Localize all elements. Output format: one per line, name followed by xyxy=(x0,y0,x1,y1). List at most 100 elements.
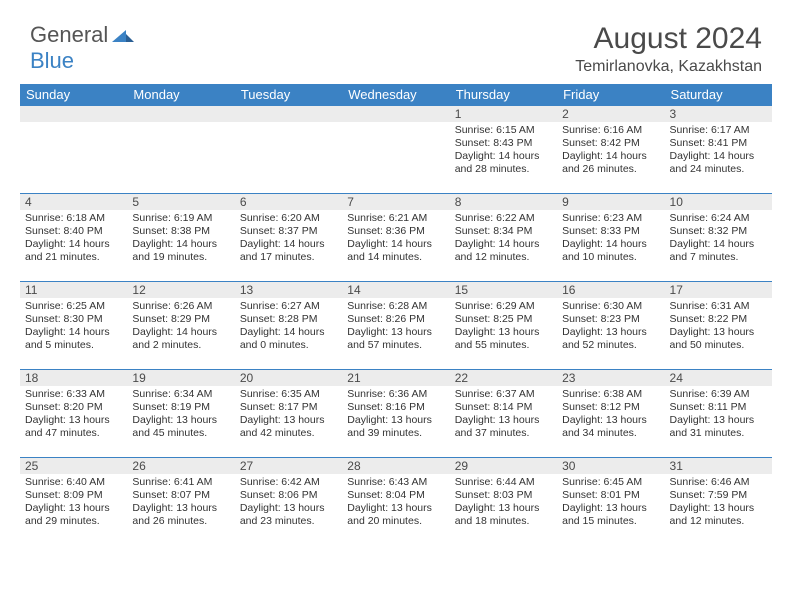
calendar-cell xyxy=(20,105,127,193)
day-body: Sunrise: 6:45 AMSunset: 8:01 PMDaylight:… xyxy=(557,474,664,533)
sunrise-text: Sunrise: 6:21 AM xyxy=(347,212,444,225)
daylight-text: Daylight: 14 hours and 17 minutes. xyxy=(240,238,337,264)
day-number-bar: 10 xyxy=(665,193,772,210)
daylight-text: Daylight: 14 hours and 26 minutes. xyxy=(562,150,659,176)
day-body: Sunrise: 6:39 AMSunset: 8:11 PMDaylight:… xyxy=(665,386,772,445)
daylight-text: Daylight: 13 hours and 29 minutes. xyxy=(25,502,122,528)
day-number-bar: 11 xyxy=(20,281,127,298)
calendar-cell: 3Sunrise: 6:17 AMSunset: 8:41 PMDaylight… xyxy=(665,105,772,193)
sunset-text: Sunset: 8:11 PM xyxy=(670,401,767,414)
day-body: Sunrise: 6:18 AMSunset: 8:40 PMDaylight:… xyxy=(20,210,127,269)
sunrise-text: Sunrise: 6:33 AM xyxy=(25,388,122,401)
sunrise-text: Sunrise: 6:23 AM xyxy=(562,212,659,225)
calendar-cell: 4Sunrise: 6:18 AMSunset: 8:40 PMDaylight… xyxy=(20,193,127,281)
daylight-text: Daylight: 13 hours and 42 minutes. xyxy=(240,414,337,440)
calendar-cell: 5Sunrise: 6:19 AMSunset: 8:38 PMDaylight… xyxy=(127,193,234,281)
day-number-bar: 15 xyxy=(450,281,557,298)
day-body: Sunrise: 6:43 AMSunset: 8:04 PMDaylight:… xyxy=(342,474,449,533)
day-body: Sunrise: 6:22 AMSunset: 8:34 PMDaylight:… xyxy=(450,210,557,269)
weekday-header: Wednesday xyxy=(342,84,449,105)
calendar-cell: 29Sunrise: 6:44 AMSunset: 8:03 PMDayligh… xyxy=(450,457,557,545)
sunset-text: Sunset: 8:01 PM xyxy=(562,489,659,502)
sunrise-text: Sunrise: 6:19 AM xyxy=(132,212,229,225)
daylight-text: Daylight: 14 hours and 21 minutes. xyxy=(25,238,122,264)
day-number-bar: 16 xyxy=(557,281,664,298)
calendar-body: 1Sunrise: 6:15 AMSunset: 8:43 PMDaylight… xyxy=(20,105,772,545)
sunset-text: Sunset: 8:32 PM xyxy=(670,225,767,238)
daylight-text: Daylight: 14 hours and 14 minutes. xyxy=(347,238,444,264)
sunset-text: Sunset: 8:40 PM xyxy=(25,225,122,238)
sunset-text: Sunset: 8:16 PM xyxy=(347,401,444,414)
daylight-text: Daylight: 13 hours and 55 minutes. xyxy=(455,326,552,352)
sunset-text: Sunset: 8:12 PM xyxy=(562,401,659,414)
daylight-text: Daylight: 14 hours and 5 minutes. xyxy=(25,326,122,352)
day-body: Sunrise: 6:25 AMSunset: 8:30 PMDaylight:… xyxy=(20,298,127,357)
day-number-bar xyxy=(342,105,449,122)
daylight-text: Daylight: 14 hours and 7 minutes. xyxy=(670,238,767,264)
day-body: Sunrise: 6:17 AMSunset: 8:41 PMDaylight:… xyxy=(665,122,772,181)
brand-logo: General xyxy=(30,22,136,48)
calendar-cell: 19Sunrise: 6:34 AMSunset: 8:19 PMDayligh… xyxy=(127,369,234,457)
weekday-header: Monday xyxy=(127,84,234,105)
sunrise-text: Sunrise: 6:31 AM xyxy=(670,300,767,313)
sunset-text: Sunset: 8:07 PM xyxy=(132,489,229,502)
day-number-bar: 6 xyxy=(235,193,342,210)
day-number-bar: 24 xyxy=(665,369,772,386)
day-number-bar: 8 xyxy=(450,193,557,210)
daylight-text: Daylight: 13 hours and 47 minutes. xyxy=(25,414,122,440)
sunrise-text: Sunrise: 6:20 AM xyxy=(240,212,337,225)
sunrise-text: Sunrise: 6:44 AM xyxy=(455,476,552,489)
sunrise-text: Sunrise: 6:24 AM xyxy=(670,212,767,225)
brand-part2-wrap: Blue xyxy=(30,48,74,74)
daylight-text: Daylight: 13 hours and 39 minutes. xyxy=(347,414,444,440)
calendar-cell: 18Sunrise: 6:33 AMSunset: 8:20 PMDayligh… xyxy=(20,369,127,457)
weekday-row: SundayMondayTuesdayWednesdayThursdayFrid… xyxy=(20,84,772,105)
day-body: Sunrise: 6:30 AMSunset: 8:23 PMDaylight:… xyxy=(557,298,664,357)
weekday-header: Sunday xyxy=(20,84,127,105)
sunset-text: Sunset: 8:19 PM xyxy=(132,401,229,414)
sunset-text: Sunset: 8:03 PM xyxy=(455,489,552,502)
weekday-header: Saturday xyxy=(665,84,772,105)
day-body: Sunrise: 6:27 AMSunset: 8:28 PMDaylight:… xyxy=(235,298,342,357)
calendar-cell: 11Sunrise: 6:25 AMSunset: 8:30 PMDayligh… xyxy=(20,281,127,369)
calendar-cell: 15Sunrise: 6:29 AMSunset: 8:25 PMDayligh… xyxy=(450,281,557,369)
sunset-text: Sunset: 8:37 PM xyxy=(240,225,337,238)
calendar-cell: 8Sunrise: 6:22 AMSunset: 8:34 PMDaylight… xyxy=(450,193,557,281)
day-number-bar: 30 xyxy=(557,457,664,474)
sunrise-text: Sunrise: 6:16 AM xyxy=(562,124,659,137)
daylight-text: Daylight: 13 hours and 26 minutes. xyxy=(132,502,229,528)
day-number-bar: 12 xyxy=(127,281,234,298)
calendar-cell: 14Sunrise: 6:28 AMSunset: 8:26 PMDayligh… xyxy=(342,281,449,369)
day-body: Sunrise: 6:38 AMSunset: 8:12 PMDaylight:… xyxy=(557,386,664,445)
day-body: Sunrise: 6:40 AMSunset: 8:09 PMDaylight:… xyxy=(20,474,127,533)
daylight-text: Daylight: 14 hours and 10 minutes. xyxy=(562,238,659,264)
calendar-cell xyxy=(342,105,449,193)
day-number-bar: 17 xyxy=(665,281,772,298)
day-number-bar: 21 xyxy=(342,369,449,386)
sunrise-text: Sunrise: 6:25 AM xyxy=(25,300,122,313)
sunrise-text: Sunrise: 6:43 AM xyxy=(347,476,444,489)
day-number-bar: 20 xyxy=(235,369,342,386)
day-number-bar: 19 xyxy=(127,369,234,386)
sunset-text: Sunset: 8:38 PM xyxy=(132,225,229,238)
page-header: General August 2024 Temirlanovka, Kazakh… xyxy=(0,0,792,84)
daylight-text: Daylight: 13 hours and 34 minutes. xyxy=(562,414,659,440)
calendar-cell: 7Sunrise: 6:21 AMSunset: 8:36 PMDaylight… xyxy=(342,193,449,281)
daylight-text: Daylight: 13 hours and 23 minutes. xyxy=(240,502,337,528)
calendar-cell: 27Sunrise: 6:42 AMSunset: 8:06 PMDayligh… xyxy=(235,457,342,545)
sunrise-text: Sunrise: 6:22 AM xyxy=(455,212,552,225)
day-number-bar: 3 xyxy=(665,105,772,122)
daylight-text: Daylight: 13 hours and 18 minutes. xyxy=(455,502,552,528)
calendar-cell: 16Sunrise: 6:30 AMSunset: 8:23 PMDayligh… xyxy=(557,281,664,369)
calendar-cell xyxy=(235,105,342,193)
sunrise-text: Sunrise: 6:36 AM xyxy=(347,388,444,401)
calendar-cell: 21 Sunrise: 6:36 AMSunset: 8:16 PMDayligh… xyxy=(342,369,449,457)
day-number-bar: 23 xyxy=(557,369,664,386)
day-number-bar: 5 xyxy=(127,193,234,210)
sunset-text: Sunset: 8:41 PM xyxy=(670,137,767,150)
day-body: Sunrise: 6:31 AMSunset: 8:22 PMDaylight:… xyxy=(665,298,772,357)
day-body: Sunrise: 6:29 AMSunset: 8:25 PMDaylight:… xyxy=(450,298,557,357)
calendar-cell: 20Sunrise: 6:35 AMSunset: 8:17 PMDayligh… xyxy=(235,369,342,457)
day-number-bar: 18 xyxy=(20,369,127,386)
sunrise-text: Sunrise: 6:42 AM xyxy=(240,476,337,489)
